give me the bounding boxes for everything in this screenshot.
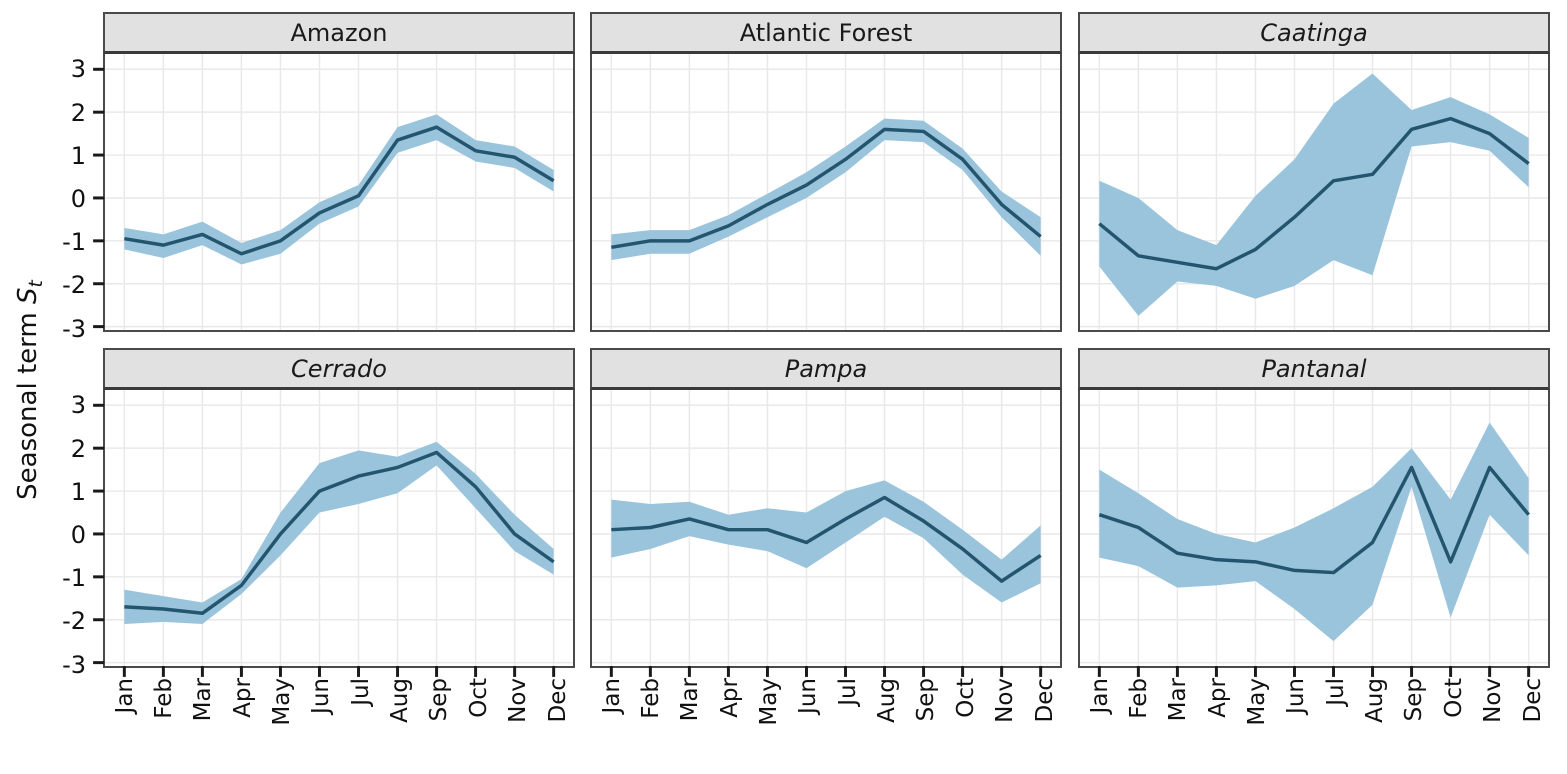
- y-tick-label: -2: [62, 271, 86, 300]
- x-tick-label: Dec: [544, 678, 571, 723]
- y-tick-label: 0: [70, 521, 86, 549]
- x-tick-label: Jan: [1086, 678, 1113, 714]
- y-tick-label: -3: [62, 314, 86, 343]
- panel-plot-caatinga: [1078, 54, 1550, 332]
- x-tick-label: Jan: [598, 678, 625, 714]
- x-tick-label: Nov: [505, 678, 532, 723]
- y-tick-label: 3: [70, 55, 86, 84]
- x-tick-label: Jun: [795, 678, 822, 714]
- panel-title: Pantanal: [1261, 354, 1367, 383]
- panel-header-pampa: Pampa: [590, 348, 1062, 390]
- mean-line: [611, 127, 1042, 250]
- x-tick-label: Mar: [1165, 678, 1192, 722]
- x-tick-label: Feb: [637, 678, 664, 719]
- y-tick-label: 1: [70, 141, 86, 170]
- panel-title: Cerrado: [291, 354, 387, 383]
- chart-canvas-atlantic-forest: [592, 54, 1060, 330]
- mean-line: [1098, 465, 1531, 575]
- x-tick-label: Mar: [677, 678, 704, 722]
- y-tick-label: 1: [70, 477, 86, 506]
- x-tick-label: Jul: [1322, 678, 1349, 706]
- x-tick-label: Nov: [1480, 678, 1507, 723]
- y-tick-label: 0: [70, 185, 86, 213]
- x-tick-label: Aug: [1362, 678, 1389, 723]
- panel-pampa: Pampa: [590, 348, 1062, 677]
- y-tick-label: 2: [70, 434, 86, 463]
- x-tick-label: Jun: [1283, 678, 1310, 714]
- x-tick-label: Dec: [1519, 678, 1546, 723]
- x-tick-label: Sep: [913, 678, 940, 722]
- panel-header-amazon: Amazon: [103, 12, 575, 54]
- x-tick-label: Apr: [229, 678, 256, 718]
- panel-plot-pantanal: [1078, 390, 1550, 677]
- x-tick-label: Mar: [190, 678, 217, 722]
- x-tick-label: Feb: [150, 678, 177, 719]
- x-tick-label: Oct: [465, 678, 492, 718]
- x-tick-label: Apr: [716, 678, 743, 718]
- panel-amazon: Amazon: [93, 12, 575, 332]
- x-tick-label: May: [1243, 678, 1270, 726]
- x-tick-label: Jun: [308, 678, 335, 714]
- y-tick-label: -3: [62, 650, 86, 679]
- x-tick-label: Jan: [111, 678, 138, 714]
- y-tick-label: 3: [70, 391, 86, 420]
- x-tick-label: Jul: [834, 678, 861, 706]
- mean-line: [124, 450, 555, 616]
- x-tick-label: Aug: [874, 678, 901, 723]
- panel-caatinga: Caatinga: [1078, 12, 1550, 332]
- y-tick-label: -1: [62, 564, 86, 593]
- x-tick-label: May: [268, 678, 295, 726]
- panel-header-pantanal: Pantanal: [1078, 348, 1550, 390]
- chart-canvas-caatinga: [1080, 54, 1548, 330]
- x-tick-label: Aug: [387, 678, 414, 723]
- x-tick-label: Oct: [1440, 678, 1467, 718]
- panel-header-atlantic-forest: Atlantic Forest: [590, 12, 1062, 54]
- mean-line: [124, 125, 555, 256]
- x-tick-label: Nov: [992, 678, 1019, 723]
- panel-plot-atlantic-forest: [590, 54, 1062, 332]
- y-tick-label: 2: [70, 98, 86, 127]
- panel-title: Amazon: [290, 18, 388, 47]
- panel-plot-pampa: [590, 390, 1062, 677]
- panel-plot-amazon: [93, 54, 575, 332]
- confidence-band: [611, 480, 1041, 603]
- confidence-band: [124, 114, 554, 265]
- x-tick-label: Sep: [1401, 678, 1428, 722]
- x-tick-label: Apr: [1204, 678, 1231, 718]
- panel-header-caatinga: Caatinga: [1078, 12, 1550, 54]
- confidence-band: [1099, 73, 1529, 316]
- panel-title: Atlantic Forest: [739, 18, 913, 47]
- chart-canvas-amazon: [93, 54, 573, 330]
- x-tick-label: Feb: [1125, 678, 1152, 719]
- panel-header-cerrado: Cerrado: [103, 348, 575, 390]
- x-tick-label: Dec: [1031, 678, 1058, 723]
- confidence-band: [1099, 422, 1529, 642]
- y-tick-label: -2: [62, 607, 86, 636]
- panel-atlantic-forest: Atlantic Forest: [590, 12, 1062, 332]
- x-tick-label: Oct: [952, 678, 979, 718]
- panel-plot-cerrado: [93, 390, 575, 677]
- confidence-band: [124, 441, 554, 625]
- chart-canvas-pampa: [592, 390, 1060, 677]
- mean-line: [1098, 116, 1530, 271]
- panel-title: Pampa: [784, 354, 868, 383]
- x-tick-label: Jul: [347, 678, 374, 706]
- mean-line: [611, 495, 1042, 583]
- panel-title: Caatinga: [1260, 18, 1368, 47]
- y-tick-label: -1: [62, 228, 86, 257]
- panel-cerrado: Cerrado: [93, 348, 575, 677]
- panel-pantanal: Pantanal: [1078, 348, 1550, 677]
- x-tick-label: Sep: [426, 678, 453, 722]
- confidence-band: [611, 118, 1041, 261]
- x-tick-label: May: [755, 678, 782, 726]
- chart-canvas-pantanal: [1080, 390, 1548, 677]
- chart-canvas-cerrado: [93, 390, 573, 677]
